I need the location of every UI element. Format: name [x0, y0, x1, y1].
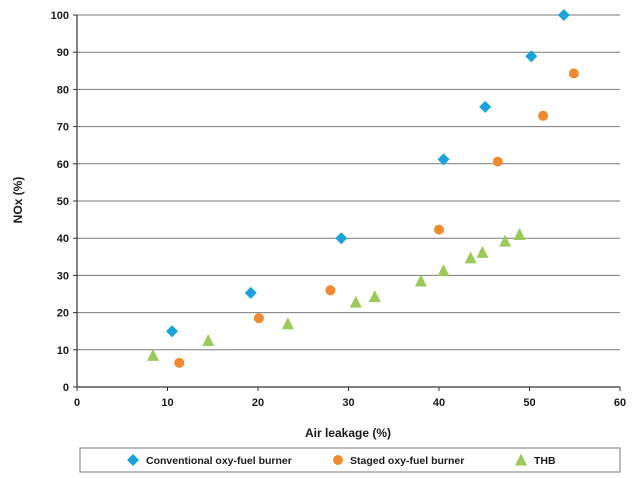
data-point-diamond: [166, 325, 179, 338]
data-point-diamond: [335, 232, 348, 245]
x-tick-label: 10: [161, 397, 173, 409]
x-tick-label: 40: [433, 397, 445, 409]
y-tick-label: 70: [57, 122, 69, 134]
data-point-circle: [492, 156, 503, 167]
data-points: [147, 9, 579, 368]
legend-label: Staged oxy-fuel burner: [350, 455, 464, 467]
data-point-circle: [538, 110, 549, 121]
legend-marker-diamond: [127, 454, 139, 466]
data-point-triangle: [513, 227, 526, 240]
data-point-diamond: [437, 153, 450, 166]
legend-marker-circle: [333, 455, 343, 465]
data-point-triangle: [437, 264, 450, 277]
data-point-circle: [325, 285, 336, 296]
data-point-triangle: [349, 295, 362, 308]
data-point-triangle: [476, 245, 489, 258]
legend-marker-triangle: [515, 453, 527, 466]
y-tick-label: 30: [57, 270, 69, 282]
x-tick-label: 20: [252, 397, 264, 409]
data-point-circle: [568, 68, 579, 79]
y-tick-label: 10: [57, 345, 69, 357]
data-point-triangle: [499, 234, 512, 247]
x-tick-label: 30: [342, 397, 354, 409]
data-point-diamond: [244, 286, 257, 299]
x-tick-label: 50: [523, 397, 535, 409]
y-axis-title: NOx (%): [11, 177, 25, 224]
y-tick-label: 100: [51, 10, 69, 22]
axes: 0 10 20 30 40 50 60 70 80 90 100 0 10 20 30 40 50 60: [51, 10, 626, 409]
data-point-triangle: [202, 334, 215, 346]
legend-label: THB: [534, 455, 556, 467]
x-tick-label: 60: [614, 397, 626, 409]
data-point-triangle: [368, 290, 381, 303]
legend: Conventional oxy-fuel burner Staged oxy-f…: [79, 447, 621, 473]
data-point-circle: [253, 313, 264, 324]
data-point-diamond: [479, 100, 492, 113]
x-tick-label: 0: [74, 397, 80, 409]
data-point-triangle: [414, 274, 427, 287]
y-tick-label: 40: [57, 233, 69, 245]
gridlines: [77, 14, 620, 351]
y-tick-label: 0: [63, 382, 69, 394]
legend-label: Conventional oxy-fuel burner: [146, 455, 292, 467]
y-tick-label: 80: [57, 84, 69, 96]
y-tick-label: 90: [57, 47, 69, 59]
y-tick-label: 50: [57, 196, 69, 208]
data-point-diamond: [525, 50, 538, 63]
data-point-diamond: [557, 9, 570, 21]
data-point-triangle: [281, 317, 294, 330]
x-axis-title: Air leakage (%): [305, 426, 391, 440]
data-point-triangle: [147, 348, 160, 361]
data-point-circle: [434, 224, 444, 235]
data-point-triangle: [464, 251, 477, 264]
y-tick-label: 60: [57, 159, 69, 171]
data-point-circle: [174, 357, 185, 368]
y-tick-label: 20: [57, 308, 69, 320]
